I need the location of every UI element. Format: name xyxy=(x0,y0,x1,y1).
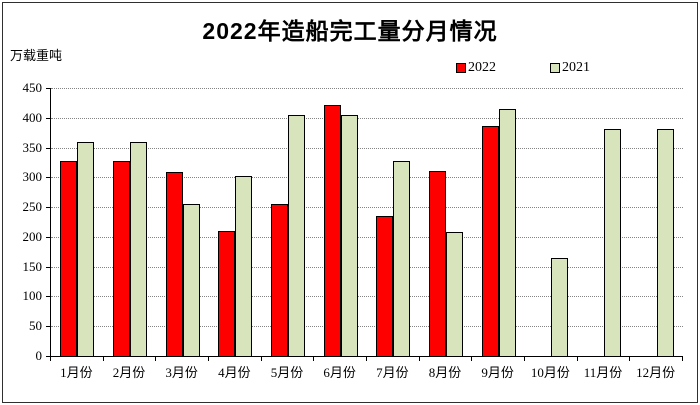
bar-2021-7月份 xyxy=(393,161,411,356)
x-tick-2 xyxy=(155,357,157,361)
bar-2021-12月份 xyxy=(656,129,674,356)
x-tick-5 xyxy=(313,357,315,361)
bar-2021-9月份 xyxy=(498,108,516,356)
x-axis-label-1月份: 1月份 xyxy=(60,365,93,380)
y-axis-label-250: 250 xyxy=(22,199,43,215)
bar-2022-3月份 xyxy=(165,171,183,356)
bar-2022-6月份 xyxy=(323,104,341,356)
bar-2021-6月份 xyxy=(340,114,358,356)
plot-area xyxy=(50,88,683,357)
gridline-100 xyxy=(51,296,683,298)
x-tick-11 xyxy=(629,357,631,361)
x-axis-label-5月份: 5月份 xyxy=(270,365,304,380)
gridline-350 xyxy=(51,147,683,149)
bar-group-1月份 xyxy=(51,88,104,356)
y-tick-450 xyxy=(46,88,50,89)
y-axis-unit-label: 万载重吨 xyxy=(10,48,63,63)
bar-2021-8月份 xyxy=(445,232,463,356)
y-axis-label-450: 450 xyxy=(22,80,43,95)
y-tick-400 xyxy=(46,117,50,119)
x-tick-12 xyxy=(682,357,683,361)
gridline-200 xyxy=(51,236,683,238)
y-tick-50 xyxy=(46,326,50,328)
bar-group-9月份 xyxy=(472,88,525,356)
bar-2021-10月份 xyxy=(551,257,569,356)
gridline-250 xyxy=(51,207,683,209)
x-tick-8 xyxy=(471,357,473,361)
y-axis-label-100: 100 xyxy=(22,288,43,304)
bar-group-4月份 xyxy=(209,88,262,356)
bar-group-5月份 xyxy=(262,88,315,356)
x-axis-label-12月份: 12月份 xyxy=(636,365,676,380)
bar-2022-8月份 xyxy=(428,171,446,356)
legend-item-2021: 2021 xyxy=(550,60,590,76)
bar-2021-4月份 xyxy=(235,176,253,356)
y-axis-label-150: 150 xyxy=(22,258,43,274)
bar-2021-2月份 xyxy=(129,141,147,356)
x-tick-9 xyxy=(524,357,525,361)
y-tick-200 xyxy=(46,236,50,238)
x-tick-0 xyxy=(50,357,51,361)
bar-2021-1月份 xyxy=(77,141,95,356)
x-axis-label-9月份: 9月份 xyxy=(481,365,514,380)
chart-title: 2022年造船完工量分月情况 xyxy=(202,18,498,44)
legend: 2022 2021 xyxy=(456,60,590,76)
x-tick-6 xyxy=(366,357,367,361)
bar-2022-4月份 xyxy=(218,230,236,356)
y-axis-label-350: 350 xyxy=(22,139,43,155)
gridline-50 xyxy=(51,326,683,328)
legend-label-2022: 2022 xyxy=(468,60,496,75)
gridline-150 xyxy=(51,266,683,268)
x-tick-7 xyxy=(418,357,420,361)
x-axis-label-3月份: 3月份 xyxy=(165,365,198,380)
bar-group-8月份 xyxy=(420,88,473,356)
bar-group-2月份 xyxy=(104,88,157,356)
legend-label-2021: 2021 xyxy=(562,60,590,75)
y-axis-label-400: 400 xyxy=(22,109,43,125)
y-tick-300 xyxy=(46,177,50,179)
gridline-300 xyxy=(51,177,683,179)
bar-group-10月份 xyxy=(525,88,578,356)
bar-2021-5月份 xyxy=(287,114,305,356)
y-axis-label-300: 300 xyxy=(22,169,43,185)
x-axis-label-4月份: 4月份 xyxy=(218,365,251,380)
x-tick-10 xyxy=(576,357,578,361)
bar-2022-7月份 xyxy=(376,216,394,356)
x-axis-label-2月份: 2月份 xyxy=(112,365,146,380)
legend-swatch-2021 xyxy=(550,63,560,73)
gridline-450 xyxy=(51,88,683,89)
legend-swatch-2022 xyxy=(456,63,466,73)
y-tick-250 xyxy=(46,207,50,209)
bar-group-6月份 xyxy=(314,88,367,356)
legend-item-2022: 2022 xyxy=(456,60,496,76)
bar-group-11月份 xyxy=(578,88,631,356)
y-axis-label-200: 200 xyxy=(22,228,43,244)
x-tick-1 xyxy=(102,357,104,361)
y-tick-100 xyxy=(46,296,50,298)
bar-2022-2月份 xyxy=(112,161,130,356)
y-tick-150 xyxy=(46,266,50,268)
y-axis-label-50: 50 xyxy=(29,318,42,334)
bar-group-3月份 xyxy=(156,88,209,356)
gridline-400 xyxy=(51,117,683,119)
bar-2022-9月份 xyxy=(481,125,499,356)
x-tick-4 xyxy=(260,357,262,361)
bar-2021-3月份 xyxy=(182,204,200,356)
bar-2022-5月份 xyxy=(270,203,288,356)
bar-group-12月份 xyxy=(630,88,683,356)
y-axis-label-0: 0 xyxy=(35,348,43,363)
y-tick-0 xyxy=(46,356,50,357)
x-axis-label-10月份: 10月份 xyxy=(530,365,570,380)
x-axis-label-6月份: 6月份 xyxy=(323,365,356,380)
x-tick-3 xyxy=(208,357,209,361)
bar-2022-1月份 xyxy=(60,161,78,356)
x-axis-label-7月份: 7月份 xyxy=(376,365,409,380)
x-axis-label-8月份: 8月份 xyxy=(428,365,462,380)
y-tick-350 xyxy=(46,147,50,149)
bar-2021-11月份 xyxy=(603,129,621,356)
x-axis-label-11月份: 11月份 xyxy=(583,365,623,380)
bar-group-7月份 xyxy=(367,88,420,356)
